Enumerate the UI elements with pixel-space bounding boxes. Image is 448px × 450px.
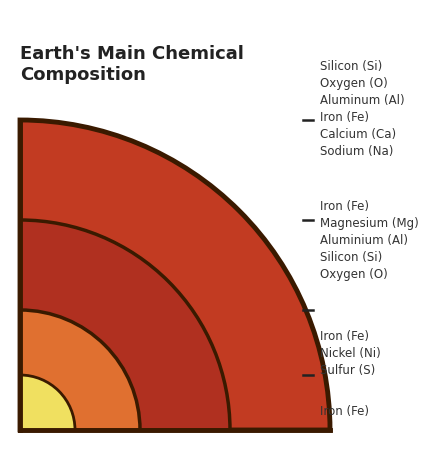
- Wedge shape: [20, 310, 140, 430]
- Text: Oxygen (O): Oxygen (O): [320, 77, 388, 90]
- Text: Iron (Fe): Iron (Fe): [320, 111, 369, 124]
- Wedge shape: [20, 220, 230, 430]
- Text: Silicon (Si): Silicon (Si): [320, 60, 382, 73]
- Text: Magnesium (Mg): Magnesium (Mg): [320, 217, 419, 230]
- Text: Iron (Fe): Iron (Fe): [320, 200, 369, 213]
- Text: Iron (Fe): Iron (Fe): [320, 405, 369, 418]
- Text: Sodium (Na): Sodium (Na): [320, 145, 393, 158]
- Text: Sulfur (S): Sulfur (S): [320, 364, 375, 377]
- Text: Aluminium (Al): Aluminium (Al): [320, 234, 408, 247]
- Text: Aluminum (Al): Aluminum (Al): [320, 94, 405, 107]
- Text: Calcium (Ca): Calcium (Ca): [320, 128, 396, 141]
- Wedge shape: [20, 120, 330, 430]
- Text: Silicon (Si): Silicon (Si): [320, 251, 382, 264]
- Text: Iron (Fe): Iron (Fe): [320, 330, 369, 343]
- Text: Oxygen (O): Oxygen (O): [320, 268, 388, 281]
- Text: Nickel (Ni): Nickel (Ni): [320, 347, 381, 360]
- Text: Earth's Main Chemical
Composition: Earth's Main Chemical Composition: [20, 45, 244, 84]
- Wedge shape: [20, 375, 75, 430]
